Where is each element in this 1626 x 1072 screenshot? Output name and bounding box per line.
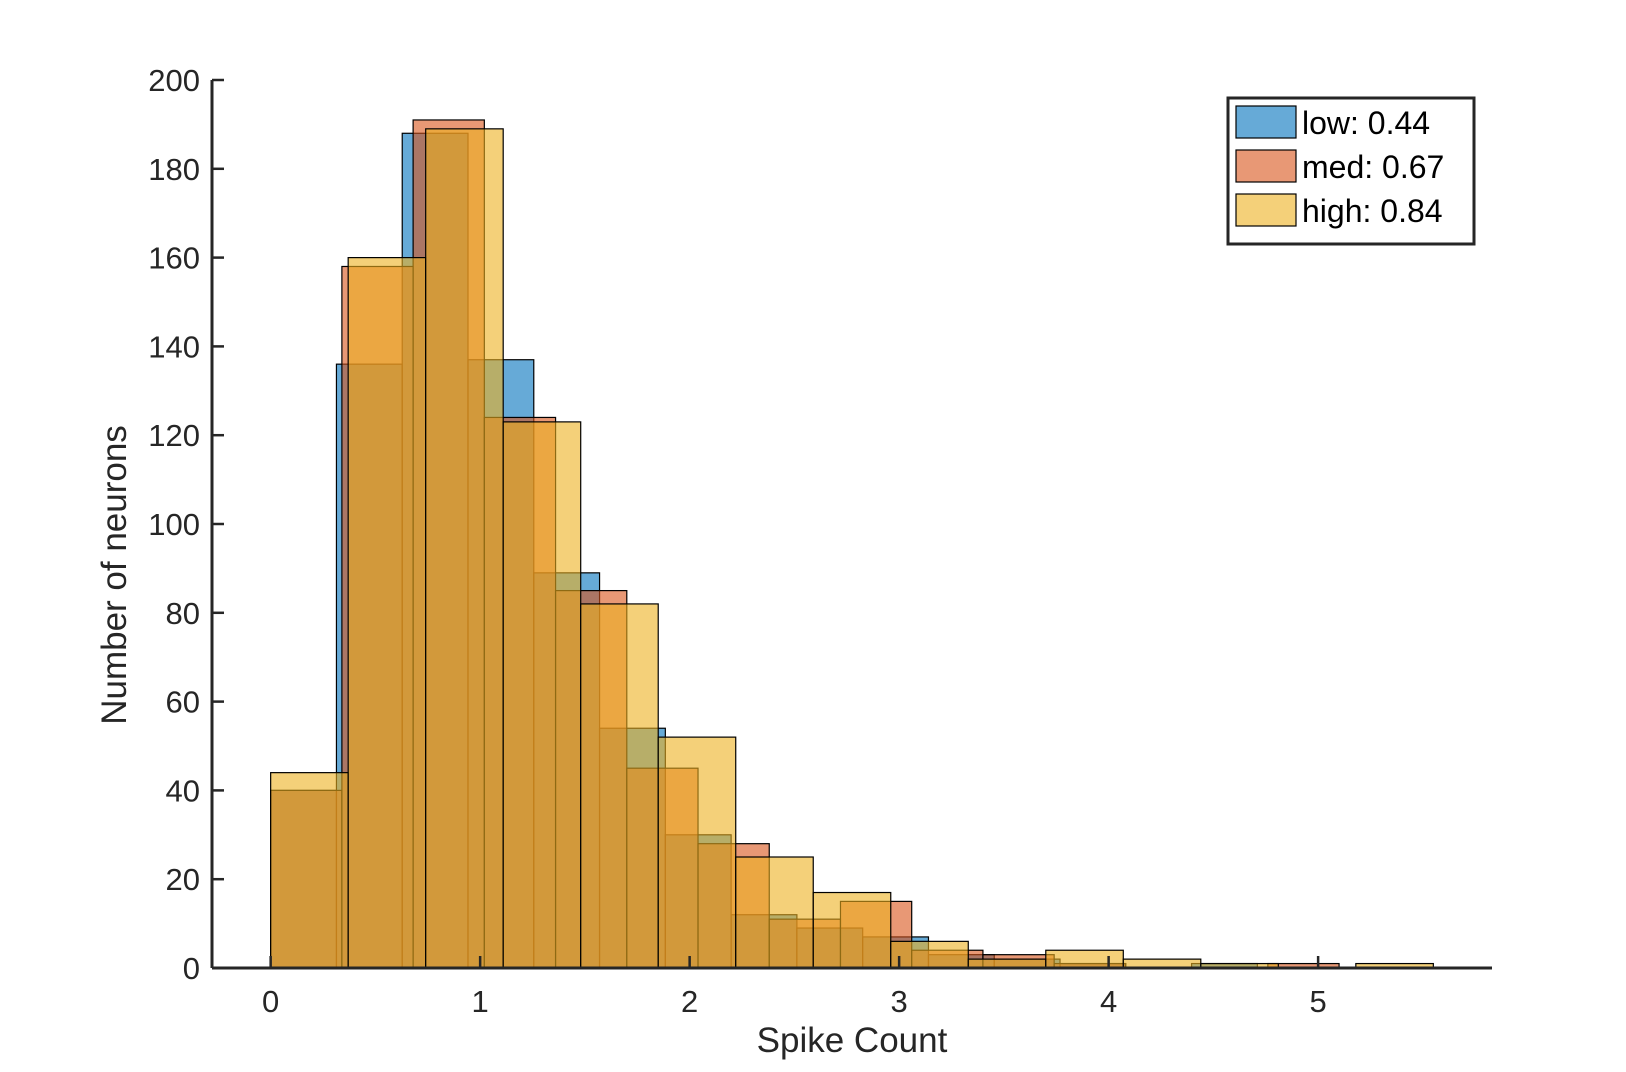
bars-layer bbox=[270, 119, 1434, 969]
bar-series3-bin7 bbox=[735, 856, 814, 969]
bar-series3-bin11 bbox=[1045, 949, 1124, 969]
legend-label-2: med: 0.67 bbox=[1302, 149, 1444, 185]
y-tick-label: 60 bbox=[166, 685, 200, 720]
legend-label-1: low: 0.44 bbox=[1302, 105, 1430, 141]
y-tick-label: 20 bbox=[166, 862, 200, 897]
x-tick-label: 4 bbox=[1100, 984, 1117, 1019]
y-tick-label: 180 bbox=[148, 152, 200, 187]
x-axis-label: Spike Count bbox=[757, 1021, 948, 1060]
bar-series3-bin9 bbox=[890, 940, 969, 969]
bar-series3-bin4 bbox=[502, 421, 582, 969]
legend-swatch-2 bbox=[1235, 149, 1297, 183]
bar-series3-bin5 bbox=[580, 603, 659, 969]
y-tick-label: 200 bbox=[148, 63, 200, 98]
bar-series3-bin2 bbox=[347, 257, 427, 969]
x-tick-label: 0 bbox=[262, 984, 279, 1019]
legend: low: 0.44 med: 0.67 high: 0.84 bbox=[1226, 96, 1476, 246]
x-tick-label: 2 bbox=[681, 984, 698, 1019]
legend-label-3: high: 0.84 bbox=[1302, 193, 1443, 229]
y-tick-label: 100 bbox=[148, 507, 200, 542]
axes-layer: 0 1 2 3 4 5 0 20 40 60 80 100 120 140 160 180 200 bbox=[148, 63, 1492, 1019]
bar-series3-bin8 bbox=[812, 891, 892, 969]
y-axis-label: Number of neurons bbox=[95, 425, 134, 725]
bar-series3-bin3 bbox=[425, 128, 504, 969]
y-tick-label: 0 bbox=[183, 951, 200, 986]
y-tick-label: 40 bbox=[166, 773, 200, 808]
x-tick-label: 5 bbox=[1309, 984, 1326, 1019]
y-tick-label: 140 bbox=[148, 329, 200, 364]
bar-series3-bin6 bbox=[657, 736, 737, 969]
x-tick-label: 1 bbox=[472, 984, 489, 1019]
legend-swatch-3 bbox=[1235, 193, 1297, 227]
y-tick-label: 120 bbox=[148, 418, 200, 453]
bar-series3-bin1 bbox=[270, 772, 349, 969]
x-tick-label: 3 bbox=[891, 984, 908, 1019]
legend-swatch-1 bbox=[1235, 105, 1297, 139]
series-3 bbox=[270, 128, 1434, 969]
y-tick-label: 160 bbox=[148, 241, 200, 276]
y-tick-label: 80 bbox=[166, 596, 200, 631]
